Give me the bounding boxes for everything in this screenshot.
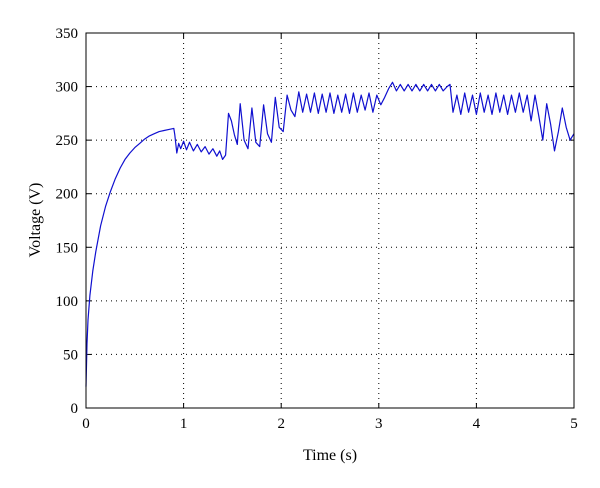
x-tick-label: 3: [375, 416, 383, 432]
plot-frame: [85, 32, 575, 409]
y-tick-label: 150: [56, 240, 79, 256]
x-axis-label: Time (s): [303, 447, 357, 464]
plot-series-group: [85, 81, 575, 387]
y-tick-label: 200: [56, 187, 79, 203]
series-line-voltage: [85, 81, 575, 387]
grid: [86, 33, 574, 408]
axis-ticks: [85, 32, 575, 409]
x-tick-label: 1: [180, 416, 188, 432]
y-tick-label: 250: [56, 133, 79, 149]
y-tick-label: 50: [63, 347, 78, 363]
y-axis-label: Voltage (V): [27, 183, 44, 258]
x-tick-label: 0: [82, 416, 90, 432]
x-tick-label: 4: [473, 416, 481, 432]
y-tick-label: 0: [71, 401, 79, 417]
y-tick-label: 350: [56, 26, 79, 42]
y-tick-label: 100: [56, 294, 79, 310]
x-tick-label: 2: [277, 416, 285, 432]
y-tick-label: 300: [56, 80, 79, 96]
x-tick-label: 5: [570, 416, 578, 432]
